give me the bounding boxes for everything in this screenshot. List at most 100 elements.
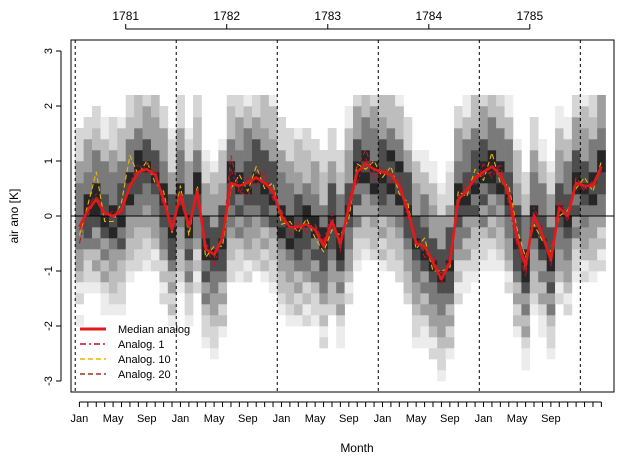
legend-label: Median analog <box>118 324 190 336</box>
density-cell <box>487 117 497 129</box>
density-cell <box>108 139 118 151</box>
x-axis-years: 1781 1782 1783 1784 1785 <box>112 9 543 30</box>
density-cell <box>538 139 547 151</box>
density-cell <box>252 95 261 107</box>
density-cell <box>378 161 387 173</box>
density-cell <box>395 161 404 173</box>
density-cell <box>327 282 337 294</box>
density-cell <box>209 161 219 173</box>
density-cell <box>479 95 489 107</box>
density-cell <box>538 216 547 228</box>
density-cell <box>470 249 480 261</box>
density-cell <box>310 205 320 217</box>
density-cell <box>563 293 573 305</box>
density-cell <box>150 205 160 217</box>
density-cell <box>83 249 93 261</box>
density-cell <box>487 106 497 118</box>
density-cell <box>184 128 194 140</box>
density-cell <box>420 238 430 250</box>
density-cell <box>395 117 404 129</box>
density-cell <box>420 326 430 338</box>
density-cell <box>159 260 169 272</box>
density-cell <box>159 150 169 162</box>
density-cell <box>125 172 135 184</box>
density-cell <box>277 293 286 305</box>
density-cell <box>100 282 110 294</box>
density-cell <box>92 172 101 184</box>
density-cell <box>100 161 110 173</box>
density-cell <box>125 205 135 217</box>
density-cell <box>597 106 606 118</box>
density-cell <box>369 216 379 228</box>
density-cell <box>117 293 127 305</box>
density-cell <box>235 249 244 261</box>
density-cell <box>125 106 135 118</box>
density-cell <box>75 271 84 283</box>
density-cell <box>420 293 430 305</box>
density-cell <box>243 139 253 151</box>
density-cell <box>252 249 261 261</box>
density-cell <box>243 216 253 228</box>
density-cell <box>580 161 590 173</box>
density-cell <box>361 139 371 151</box>
density-cell <box>437 359 446 371</box>
density-cell <box>437 249 446 261</box>
density-cell <box>252 260 261 272</box>
density-cell <box>108 117 118 129</box>
density-cell <box>462 106 472 118</box>
density-cell <box>386 260 396 272</box>
density-cell <box>159 106 169 118</box>
density-cell <box>184 304 194 316</box>
density-cell <box>277 194 286 206</box>
density-cell <box>184 315 194 327</box>
density-cell <box>268 260 278 272</box>
density-cell <box>201 194 211 206</box>
density-cell <box>369 139 379 151</box>
density-cell <box>487 128 497 140</box>
density-cell <box>150 249 160 261</box>
density-cell <box>454 227 463 239</box>
density-cell <box>369 227 379 239</box>
density-cell <box>353 117 362 129</box>
density-cell <box>235 128 244 140</box>
density-cell <box>336 205 345 217</box>
density-cell <box>167 282 177 294</box>
density-cell <box>117 161 127 173</box>
density-cell <box>369 150 379 162</box>
density-cell <box>167 271 177 283</box>
density-cell <box>260 95 270 107</box>
density-cell <box>134 260 143 272</box>
density-cell <box>563 183 573 195</box>
legend-label: Analog. 20 <box>118 369 171 381</box>
density-cell <box>327 150 337 162</box>
density-cell <box>479 260 489 272</box>
density-cell <box>260 194 270 206</box>
x-axis-label: Month <box>340 441 373 455</box>
density-cell <box>243 249 253 261</box>
density-cell <box>588 139 598 151</box>
density-cell <box>504 205 514 217</box>
density-cell <box>310 271 320 283</box>
density-cell <box>243 271 253 283</box>
density-cell <box>108 293 118 305</box>
density-cell <box>504 172 514 184</box>
x-tick-label: Sep <box>137 413 157 425</box>
density-cell <box>353 150 362 162</box>
density-cell <box>504 161 514 173</box>
density-cell <box>529 205 539 217</box>
density-cell <box>555 227 564 239</box>
density-cell <box>201 337 211 349</box>
density-cell <box>496 117 505 129</box>
density-cell <box>100 183 110 195</box>
density-cell <box>538 183 547 195</box>
density-cell <box>504 271 514 283</box>
density-cell <box>285 183 295 195</box>
density-cell <box>134 150 143 162</box>
density-cell <box>361 128 371 140</box>
density-cell <box>411 150 421 162</box>
density-cell <box>411 161 421 173</box>
density-cell <box>336 271 345 283</box>
density-cell <box>504 249 514 261</box>
density-cell <box>445 315 455 327</box>
density-cell <box>125 95 135 107</box>
